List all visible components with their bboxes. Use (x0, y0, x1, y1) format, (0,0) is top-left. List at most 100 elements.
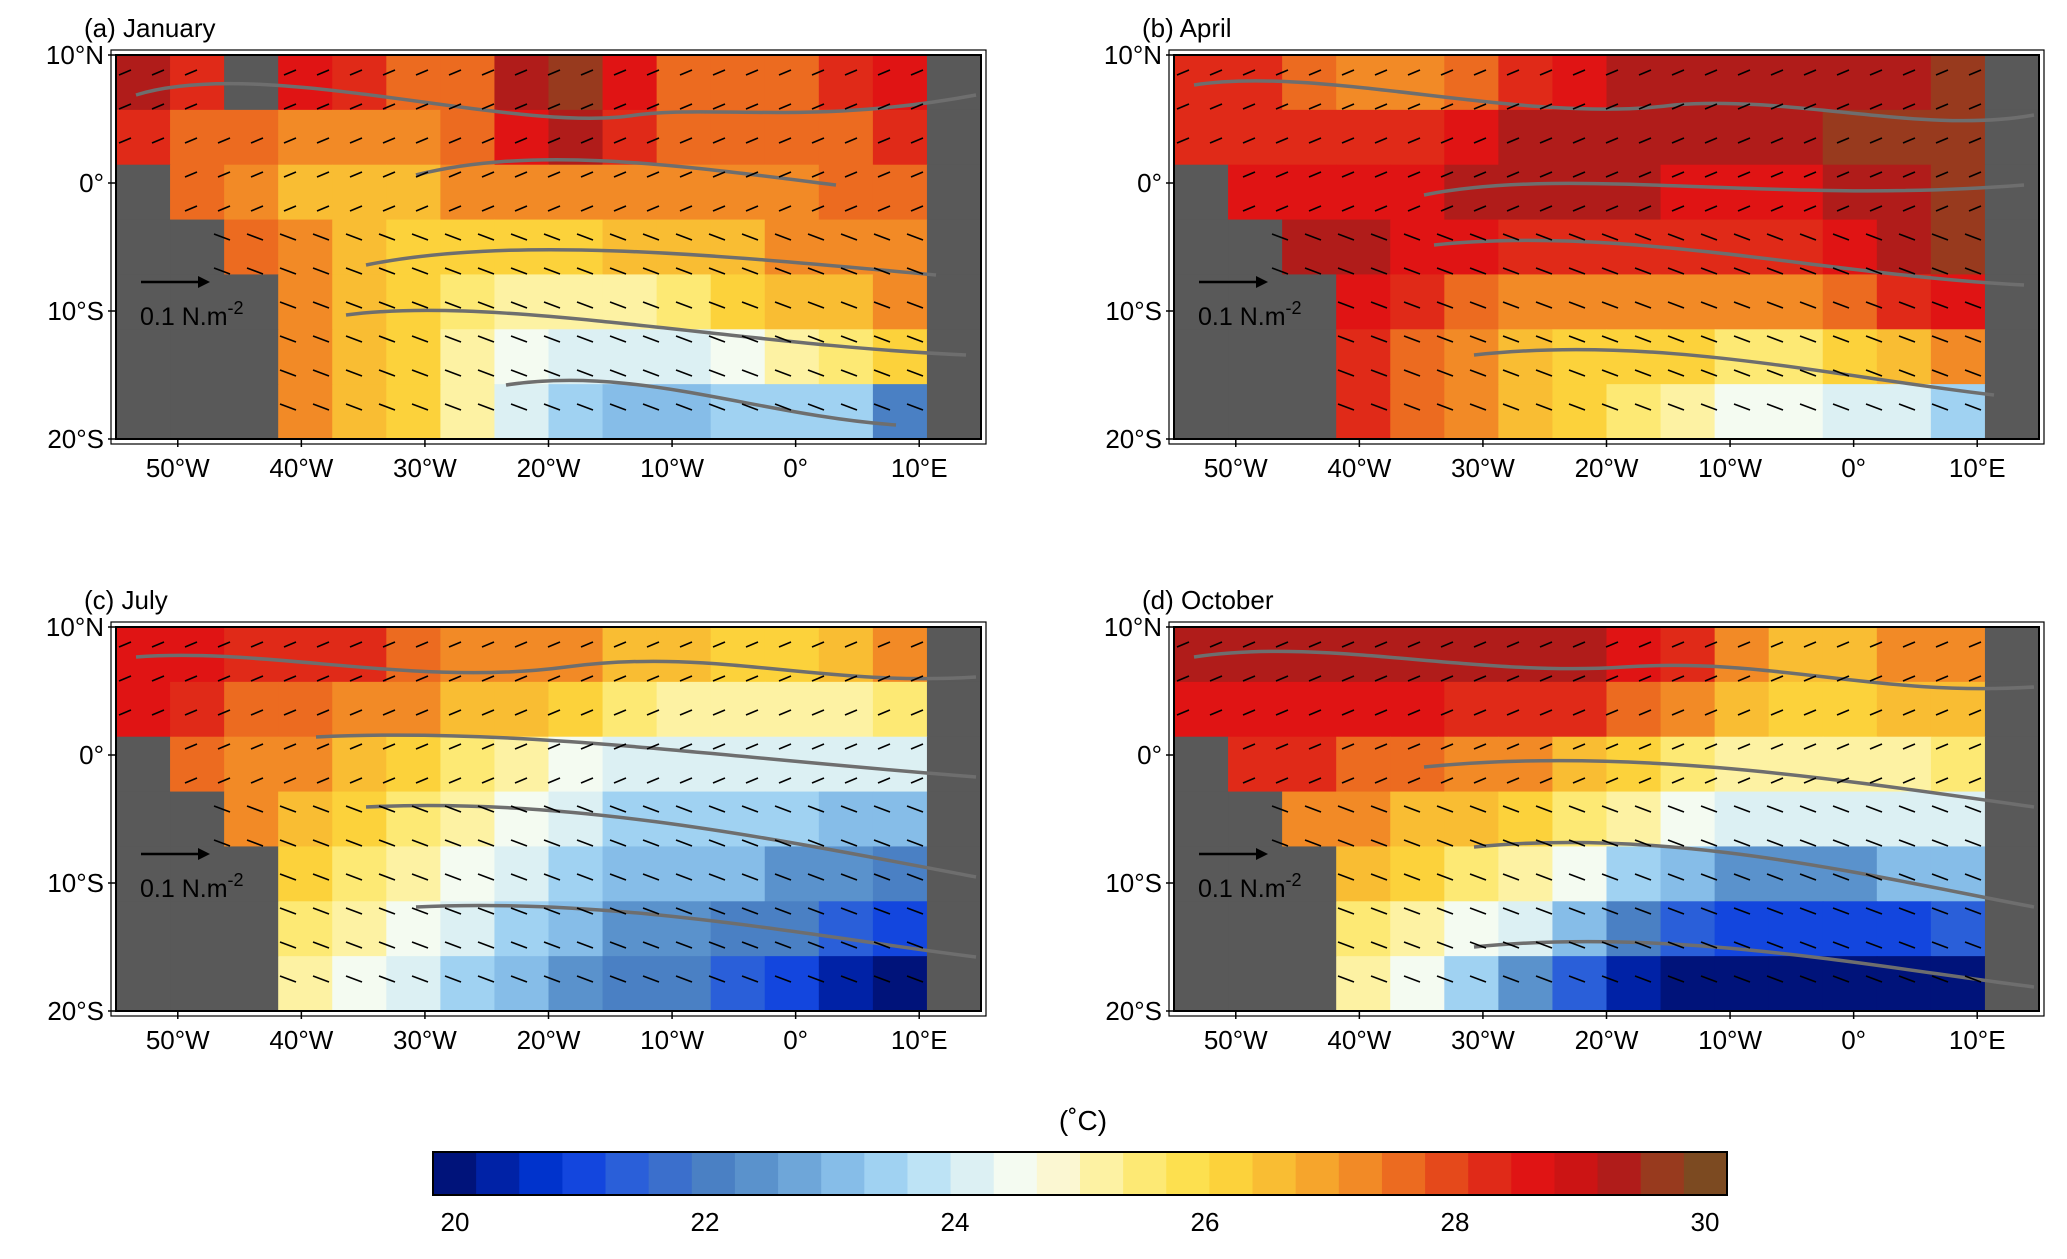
land-cell (1984, 219, 2040, 276)
wind-arrow (741, 403, 759, 411)
wind-arrow (774, 873, 792, 881)
wind-arrow (609, 301, 627, 309)
wind-arrow (411, 267, 429, 275)
sst-cell (1552, 329, 1608, 385)
wind-arrow (481, 709, 495, 716)
wind-arrow (1568, 975, 1586, 983)
wind-arrow (1671, 709, 1685, 716)
wind-arrow (1634, 941, 1652, 949)
colorbar-bin (993, 1152, 1038, 1195)
sst-cell (1768, 219, 1824, 276)
wind-arrow (1733, 975, 1751, 983)
land-cell (1174, 956, 1229, 1012)
wind-arrow (1572, 709, 1586, 716)
wind-arrow (1370, 873, 1388, 881)
wind-arrow (906, 301, 924, 309)
wind-arrow (510, 369, 528, 377)
sst-cell (1768, 956, 1824, 1012)
wind-arrow (1337, 805, 1355, 813)
wind-arrow (646, 641, 660, 648)
lat-label: 10°S (47, 868, 104, 898)
wind-arrow (1803, 137, 1817, 144)
sst-cell (656, 736, 712, 793)
wind-arrow (510, 941, 528, 949)
wind-arrow (1671, 205, 1685, 212)
sst-cell (116, 681, 171, 738)
lon-label: 40°W (1327, 1025, 1391, 1055)
sst-cell (1390, 681, 1445, 738)
wind-arrow (1304, 839, 1322, 847)
wind-arrow (415, 103, 429, 110)
wind-arrow (580, 171, 594, 178)
wind-arrow (1374, 777, 1388, 784)
wind-arrow (778, 641, 792, 648)
wind-arrow (807, 873, 825, 881)
wind-arrow (312, 267, 330, 275)
wind-arrow (1968, 69, 1982, 76)
wind-arrow (1539, 205, 1553, 212)
wind-arrow (1403, 941, 1421, 949)
wind-arrow (184, 103, 198, 110)
sst-cell (1660, 55, 1716, 111)
wind-arrow (1535, 335, 1553, 343)
wind-arrow (283, 171, 297, 178)
wind-arrow (543, 233, 561, 241)
wind-arrow (477, 805, 495, 813)
colorbar-bin (1554, 1152, 1599, 1195)
sst-cell (602, 627, 658, 683)
colorbar-bin (1295, 1152, 1340, 1195)
sst-cell (494, 55, 550, 111)
wind-arrow (811, 171, 825, 178)
wind-arrow (1535, 873, 1553, 881)
land-cell (926, 956, 982, 1012)
sst-cell (764, 55, 820, 111)
wind-arrow (1308, 205, 1322, 212)
wind-arrow (510, 403, 528, 411)
panel-d: (d) October 50°W 40°W 30°W 20°W 10°W 0° 10°E 10… (1104, 585, 2045, 1055)
sst-cell (440, 681, 496, 738)
sst-cell (1444, 901, 1499, 957)
wind-arrow (906, 335, 924, 343)
wind-arrow (646, 675, 660, 682)
wind-arrow (1374, 205, 1388, 212)
wind-arrow (378, 267, 396, 275)
wind-arrow (118, 69, 132, 76)
wind-arrow (1671, 777, 1685, 784)
wind-arrow (1440, 743, 1454, 750)
wind-arrow (477, 301, 495, 309)
sst-cell (1876, 681, 1932, 738)
wind-arrow (448, 103, 462, 110)
wind-arrow (481, 641, 495, 648)
wind-arrow (1209, 675, 1223, 682)
wind-arrow (1898, 335, 1916, 343)
sst-cell (278, 219, 333, 276)
sst-cell (1444, 791, 1499, 848)
wind-arrow (844, 205, 858, 212)
wind-arrow (1176, 641, 1190, 648)
wind-arrow (1898, 369, 1916, 377)
wind-arrow (151, 103, 165, 110)
wind-arrow (1638, 103, 1652, 110)
wind-arrow (1931, 267, 1949, 275)
land-cell (1984, 329, 2040, 385)
sst-cell (1336, 956, 1391, 1012)
sst-cell (818, 384, 874, 440)
lon-label: 20°W (1575, 453, 1639, 483)
wind-arrow (708, 369, 726, 377)
wind-arrow (250, 743, 264, 750)
wind-arrow (279, 975, 297, 983)
wind-arrow (1832, 233, 1850, 241)
wind-arrow (444, 369, 462, 377)
lon-label: 0° (1841, 453, 1866, 483)
wind-arrow (118, 641, 132, 648)
sst-cell (710, 791, 766, 848)
sst-cell (764, 219, 820, 276)
wind-arrow (250, 709, 264, 716)
wind-arrow (514, 777, 528, 784)
sst-cell (1336, 846, 1391, 902)
wind-scale-label: 0.1 N.m-2 (140, 870, 244, 903)
wind-arrow (1733, 267, 1751, 275)
sst-cell (1552, 384, 1608, 440)
panel-c: (c) July 50°W 40°W 30°W 20°W 10°W 0° 10°E 10°N 0… (46, 585, 987, 1055)
